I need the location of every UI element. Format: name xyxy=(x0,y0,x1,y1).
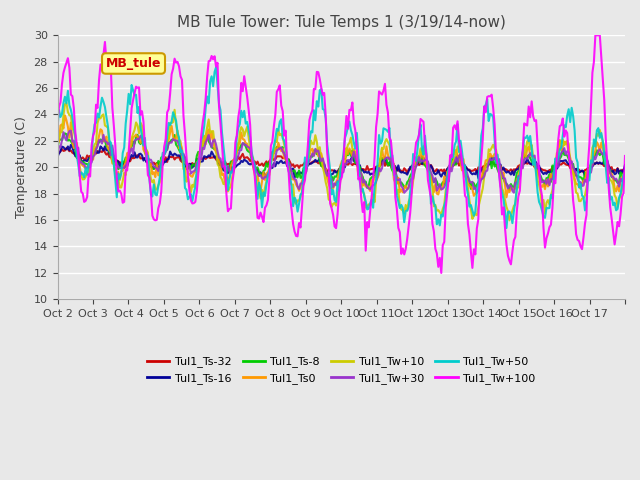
Legend: Tul1_Ts-32, Tul1_Ts-16, Tul1_Ts-8, Tul1_Ts0, Tul1_Tw+10, Tul1_Tw+30, Tul1_Tw+50,: Tul1_Ts-32, Tul1_Ts-16, Tul1_Ts-8, Tul1_… xyxy=(143,352,540,388)
Text: MB_tule: MB_tule xyxy=(106,57,161,70)
Y-axis label: Temperature (C): Temperature (C) xyxy=(15,116,28,218)
Title: MB Tule Tower: Tule Temps 1 (3/19/14-now): MB Tule Tower: Tule Temps 1 (3/19/14-now… xyxy=(177,15,506,30)
